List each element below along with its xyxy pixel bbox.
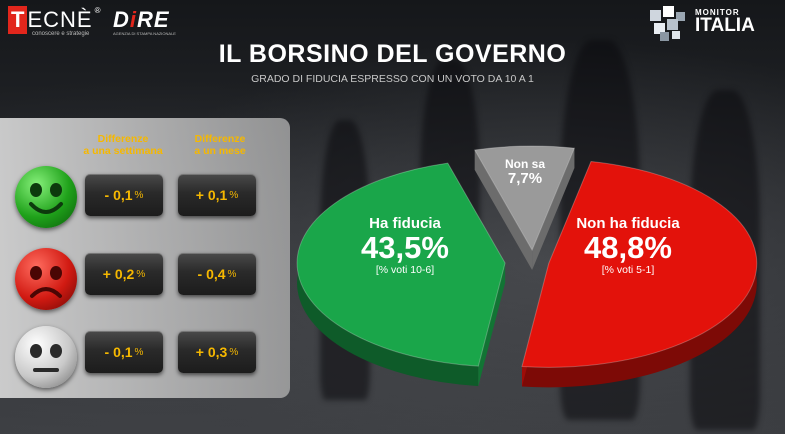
percent-unit: % [134,346,144,358]
week-change-sad: + 0,2% [85,253,163,295]
header-week: Differenze a una settimana [73,133,173,157]
slice-label-dont-know: Non sa 7,7% [490,158,560,187]
sad-face-icon [15,248,77,310]
week-change-neutral: - 0,1% [85,331,163,373]
header-month-line1: Differenze [194,133,246,145]
slice-note-no-trust: [% voti 5-1] [601,264,655,276]
header-week-line1: Differenze [97,133,149,145]
month-change-value: + 0,3 [195,344,228,360]
dire-logo-d: D [113,7,130,32]
pie-slice-wall [478,263,506,387]
percent-unit: % [227,268,237,280]
tecne-logo-text: ECNÈ [27,7,93,32]
slice-name-no-trust: Non ha fiducia [576,215,680,232]
percent-unit: % [229,189,239,201]
slice-value-dont-know: 7,7% [507,170,543,187]
pie-slice-side [297,163,479,387]
dire-logo: DiRE [113,7,170,33]
slice-note-trust: [% voti 10-6] [375,264,435,276]
tecne-logo-reg: ® [94,6,101,15]
dire-logo-i: i [129,7,138,32]
chart-title: IL BORSINO DEL GOVERNO [218,40,567,68]
pie-slice-non-ha-fiducia [521,160,758,368]
slice-label-trust: Ha fiducia 43,5% [% voti 10-6] [340,215,470,276]
percent-unit: % [229,346,239,358]
percent-unit: % [134,189,144,201]
chart-subtitle: GRADO DI FIDUCIA ESPRESSO CON UN VOTO DA… [251,73,534,85]
month-change-sad: - 0,4% [178,253,256,295]
dire-logo-re: RE [137,7,170,32]
slice-value-no-trust: 48,8% [584,230,672,265]
tecne-logo-t: T [8,6,28,34]
monitor-italia-line1: MONITOR [695,8,740,17]
happy-face-icon [15,166,77,228]
neutral-face-icon [15,326,77,388]
slice-label-no-trust: Non ha fiducia 48,8% [% voti 5-1] [558,215,698,276]
monitor-italia-cube-icon [650,6,685,41]
slice-name-trust: Ha fiducia [369,215,441,232]
week-change-happy: - 0,1% [85,174,163,216]
month-change-value: + 0,1 [195,187,228,203]
slice-value-trust: 43,5% [361,230,449,265]
week-change-value: + 0,2 [102,266,135,282]
month-change-value: - 0,4 [197,266,226,282]
monitor-italia-line2: ITALIA [695,15,755,36]
month-change-happy: + 0,1% [178,174,256,216]
month-change-neutral: + 0,3% [178,331,256,373]
pie-slice-ha-fiducia [296,162,506,367]
pie-slice-non-sa [473,145,576,252]
header-month: Differenze a un mese [170,133,270,157]
slice-name-dont-know: Non sa [504,157,545,171]
header-week-line2: a una settimana [83,145,163,157]
week-change-value: - 0,1 [104,187,133,203]
pie-slice-wall [474,150,533,271]
tecne-logo: T ECNÈ ® [8,6,100,34]
dire-tagline: AGENZIA DI STAMPA NAZIONALE [113,31,176,36]
header-month-line2: a un mese [194,145,246,157]
pie-slice-wall [532,148,575,271]
week-change-value: - 0,1 [104,344,133,360]
tecne-tagline: conoscere e strategie [32,31,90,37]
percent-unit: % [136,268,146,280]
